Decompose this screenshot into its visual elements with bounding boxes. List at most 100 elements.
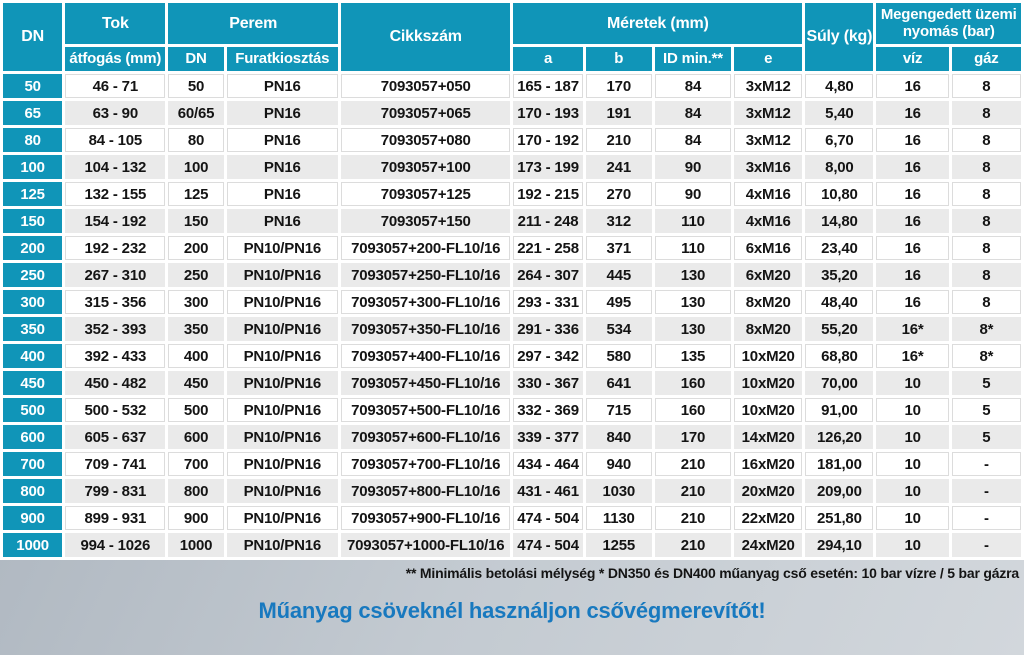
cell-id-min: 130 xyxy=(654,317,732,341)
cell-id-min: 84 xyxy=(654,128,732,152)
cell-dn: 250 xyxy=(3,263,63,287)
col-header-nyomas: Megengedett üzemi nyomás (bar) xyxy=(876,3,1021,44)
cell-tok-atfogas: 267 - 310 xyxy=(65,263,166,287)
cell-tok-atfogas: 799 - 831 xyxy=(65,479,166,503)
cell-furatkiosztas: PN10/PN16 xyxy=(226,452,338,476)
cell-e: 8xM20 xyxy=(734,317,803,341)
cell-tok-atfogas: 392 - 433 xyxy=(65,344,166,368)
cell-viz: 16 xyxy=(876,263,949,287)
cell-furatkiosztas: PN10/PN16 xyxy=(226,290,338,314)
cell-id-min: 160 xyxy=(654,371,732,395)
cell-cikkszam: 7093057+100 xyxy=(340,155,511,179)
cell-e: 3xM12 xyxy=(734,128,803,152)
cell-gaz: 8 xyxy=(951,128,1021,152)
cell-id-min: 210 xyxy=(654,452,732,476)
cell-a: 192 - 215 xyxy=(513,182,583,206)
cell-dn: 700 xyxy=(3,452,63,476)
cell-dn: 100 xyxy=(3,155,63,179)
cell-dn: 450 xyxy=(3,371,63,395)
table-row: 450 450 - 482 450 PN10/PN16 7093057+450-FL10… xyxy=(3,371,1021,395)
cell-e: 6xM20 xyxy=(734,263,803,287)
cell-cikkszam: 7093057+080 xyxy=(340,128,511,152)
cell-a: 173 - 199 xyxy=(513,155,583,179)
cell-dn: 400 xyxy=(3,344,63,368)
cell-a: 474 - 504 xyxy=(513,506,583,530)
cell-gaz: 8 xyxy=(951,74,1021,98)
cell-cikkszam: 7093057+600-FL10/16 xyxy=(340,425,511,449)
cell-cikkszam: 7093057+1000-FL10/16 xyxy=(340,533,511,557)
cell-tok-atfogas: 450 - 482 xyxy=(65,371,166,395)
col-header-furatkiosztas: Furatkiosztás xyxy=(226,47,338,71)
cell-furatkiosztas: PN16 xyxy=(226,128,338,152)
cell-cikkszam: 7093057+500-FL10/16 xyxy=(340,398,511,422)
cell-suly: 68,80 xyxy=(805,344,874,368)
cell-perem-dn: 250 xyxy=(168,263,224,287)
cell-a: 165 - 187 xyxy=(513,74,583,98)
cell-e: 3xM12 xyxy=(734,101,803,125)
cell-perem-dn: 350 xyxy=(168,317,224,341)
cell-b: 495 xyxy=(585,290,652,314)
cell-viz: 10 xyxy=(876,533,949,557)
cell-cikkszam: 7093057+300-FL10/16 xyxy=(340,290,511,314)
cell-cikkszam: 7093057+250-FL10/16 xyxy=(340,263,511,287)
cell-dn: 800 xyxy=(3,479,63,503)
cell-a: 170 - 192 xyxy=(513,128,583,152)
cell-cikkszam: 7093057+050 xyxy=(340,74,511,98)
cell-perem-dn: 600 xyxy=(168,425,224,449)
cell-dn: 50 xyxy=(3,74,63,98)
cell-furatkiosztas: PN16 xyxy=(226,209,338,233)
cell-tok-atfogas: 899 - 931 xyxy=(65,506,166,530)
cell-furatkiosztas: PN10/PN16 xyxy=(226,506,338,530)
cell-viz: 16 xyxy=(876,155,949,179)
cell-cikkszam: 7093057+700-FL10/16 xyxy=(340,452,511,476)
cell-furatkiosztas: PN10/PN16 xyxy=(226,263,338,287)
table-row: 400 392 - 433 400 PN10/PN16 7093057+400-FL10… xyxy=(3,344,1021,368)
cell-perem-dn: 125 xyxy=(168,182,224,206)
cell-viz: 16 xyxy=(876,182,949,206)
cell-cikkszam: 7093057+800-FL10/16 xyxy=(340,479,511,503)
cell-viz: 10 xyxy=(876,479,949,503)
cell-gaz: - xyxy=(951,452,1021,476)
cell-cikkszam: 7093057+065 xyxy=(340,101,511,125)
cell-cikkszam: 7093057+125 xyxy=(340,182,511,206)
cell-suly: 181,00 xyxy=(805,452,874,476)
cell-dn: 1000 xyxy=(3,533,63,557)
cell-id-min: 130 xyxy=(654,263,732,287)
cell-id-min: 84 xyxy=(654,101,732,125)
cell-e: 10xM20 xyxy=(734,371,803,395)
cell-b: 241 xyxy=(585,155,652,179)
cell-id-min: 160 xyxy=(654,398,732,422)
table-row: 900 899 - 931 900 PN10/PN16 7093057+900-FL10… xyxy=(3,506,1021,530)
cell-furatkiosztas: PN10/PN16 xyxy=(226,479,338,503)
table-row: 800 799 - 831 800 PN10/PN16 7093057+800-FL10… xyxy=(3,479,1021,503)
col-header-tok: Tok xyxy=(65,3,166,44)
product-table: DN Tok Perem Cikkszám Méretek (mm) Súly … xyxy=(3,3,1021,557)
cell-gaz: 8 xyxy=(951,209,1021,233)
cell-viz: 16* xyxy=(876,344,949,368)
col-header-viz: víz xyxy=(876,47,949,71)
col-header-gaz: gáz xyxy=(951,47,1021,71)
cell-gaz: 5 xyxy=(951,425,1021,449)
col-header-e: e xyxy=(734,47,803,71)
cell-b: 534 xyxy=(585,317,652,341)
cell-perem-dn: 200 xyxy=(168,236,224,260)
cell-id-min: 130 xyxy=(654,290,732,314)
cell-id-min: 210 xyxy=(654,479,732,503)
cell-furatkiosztas: PN10/PN16 xyxy=(226,317,338,341)
table-row: 600 605 - 637 600 PN10/PN16 7093057+600-FL10… xyxy=(3,425,1021,449)
col-header-cikkszam: Cikkszám xyxy=(340,3,511,71)
cell-perem-dn: 700 xyxy=(168,452,224,476)
cell-suly: 8,00 xyxy=(805,155,874,179)
cell-viz: 10 xyxy=(876,506,949,530)
cell-viz: 10 xyxy=(876,425,949,449)
table-row: 300 315 - 356 300 PN10/PN16 7093057+300-FL10… xyxy=(3,290,1021,314)
cell-suly: 10,80 xyxy=(805,182,874,206)
cell-tok-atfogas: 192 - 232 xyxy=(65,236,166,260)
cell-dn: 80 xyxy=(3,128,63,152)
cell-tok-atfogas: 315 - 356 xyxy=(65,290,166,314)
cell-id-min: 135 xyxy=(654,344,732,368)
cell-suly: 23,40 xyxy=(805,236,874,260)
table-row: 350 352 - 393 350 PN10/PN16 7093057+350-FL10… xyxy=(3,317,1021,341)
cell-perem-dn: 800 xyxy=(168,479,224,503)
